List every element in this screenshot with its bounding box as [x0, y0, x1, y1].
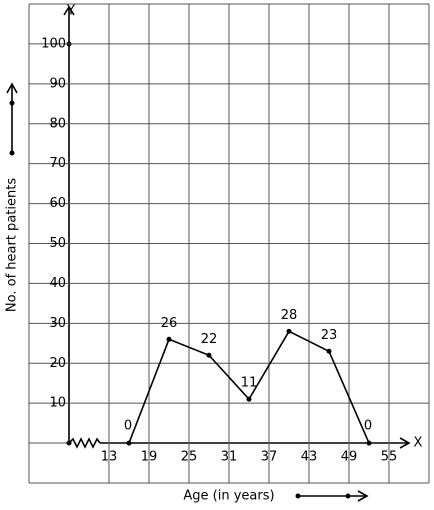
axis-break	[68, 437, 101, 449]
x-tick-label: 19	[141, 450, 158, 465]
data-label: 0	[124, 419, 132, 434]
x-axis-name: X	[414, 436, 423, 451]
decor-dot	[345, 493, 351, 499]
data-label: 11	[241, 376, 258, 391]
y-tick-label: 10	[49, 396, 66, 411]
decor-dot	[295, 493, 301, 499]
decor-arrow-head	[357, 490, 369, 502]
data-point	[286, 328, 292, 334]
y-tick-label: 30	[49, 316, 66, 331]
x-tick-label: 13	[101, 450, 118, 465]
data-point	[366, 440, 372, 446]
origin-dot	[66, 440, 72, 446]
data-point	[246, 396, 252, 402]
x-tick-label: 25	[181, 450, 198, 465]
x-tick-label: 31	[221, 450, 238, 465]
data-point	[206, 352, 212, 358]
data-label: 22	[201, 332, 218, 347]
y-tick-label: 60	[49, 196, 66, 211]
y-tick-label: 90	[49, 76, 66, 91]
data-label: 23	[321, 328, 338, 343]
y-tick-label: 80	[49, 116, 66, 131]
y-tick-label: 20	[49, 356, 66, 371]
y-arrow	[63, 5, 75, 16]
x-tick-label: 43	[301, 450, 318, 465]
data-label: 0	[364, 419, 372, 434]
data-label: 26	[161, 316, 178, 331]
axes	[6, 5, 411, 502]
data-point	[326, 348, 332, 354]
x-tick-label: 55	[381, 450, 398, 465]
x-tick-label: 37	[261, 450, 278, 465]
x-axis-label: Age (in years)	[183, 489, 274, 504]
decor-dot	[9, 150, 15, 156]
y-tick-label: 40	[49, 276, 66, 291]
y-tick-label: 100	[41, 36, 66, 51]
decor-arrow-head	[6, 82, 18, 94]
x-arrow	[399, 437, 411, 449]
y-tick-label: 50	[49, 236, 66, 251]
data-point	[126, 440, 132, 446]
data-label: 28	[281, 308, 298, 323]
y-axis-name: Y	[66, 4, 75, 19]
data-point	[166, 336, 172, 342]
decor-dot	[9, 100, 15, 106]
x-tick-label: 49	[341, 450, 358, 465]
y-tick-label: 70	[49, 156, 66, 171]
y-axis-label: No. of heart patients	[5, 178, 20, 312]
